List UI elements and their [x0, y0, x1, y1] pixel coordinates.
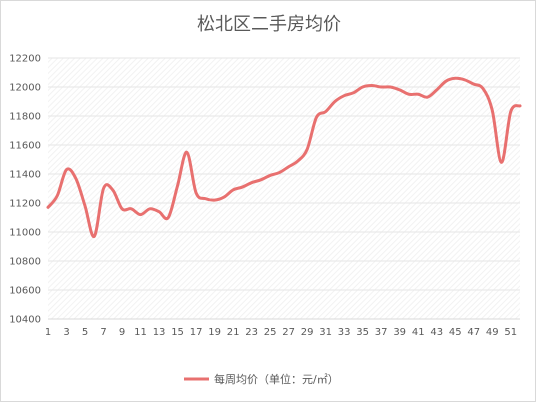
- data-point: [389, 86, 392, 89]
- x-tick-label: 1: [45, 327, 51, 338]
- data-point: [185, 151, 188, 154]
- data-point: [195, 191, 198, 194]
- data-point: [380, 86, 383, 89]
- x-tick-label: 11: [134, 327, 147, 338]
- x-tick-label: 43: [430, 327, 443, 338]
- data-point: [56, 194, 59, 197]
- x-tick-label: 3: [63, 327, 69, 338]
- x-tick-label: 23: [245, 327, 258, 338]
- x-tick-label: 49: [486, 327, 499, 338]
- data-point: [333, 100, 336, 103]
- x-tick-label: 39: [393, 327, 406, 338]
- data-point: [444, 80, 447, 83]
- data-point: [463, 78, 466, 81]
- x-tick-label: 41: [412, 327, 425, 338]
- data-point: [259, 178, 262, 181]
- x-tick-label: 29: [301, 327, 314, 338]
- data-point: [343, 94, 346, 97]
- data-point: [232, 188, 235, 191]
- y-tick-label: 10400: [9, 315, 41, 326]
- y-tick-label: 11200: [9, 199, 41, 210]
- x-tick-label: 17: [190, 327, 203, 338]
- data-point: [167, 216, 170, 219]
- x-tick-label: 33: [338, 327, 351, 338]
- x-tick-label: 7: [100, 327, 106, 338]
- data-point: [500, 161, 503, 164]
- data-point: [222, 196, 225, 199]
- data-point: [130, 207, 133, 210]
- data-point: [481, 87, 484, 90]
- x-tick-label: 27: [282, 327, 295, 338]
- data-point: [491, 109, 494, 112]
- x-tick-label: 5: [82, 327, 88, 338]
- x-tick-label: 31: [319, 327, 332, 338]
- data-point: [158, 210, 161, 213]
- legend: 每周均价（单位：元/㎡）: [184, 372, 339, 386]
- x-tick-label: 9: [119, 327, 125, 338]
- x-tick-label: 15: [171, 327, 184, 338]
- data-point: [509, 110, 512, 113]
- y-tick-label: 12000: [9, 83, 41, 94]
- y-tick-label: 11600: [9, 141, 41, 152]
- data-point: [47, 206, 50, 209]
- data-point: [296, 159, 299, 162]
- data-point: [315, 116, 318, 119]
- x-tick-label: 45: [449, 327, 462, 338]
- plot-area: [48, 58, 520, 319]
- data-point: [370, 84, 373, 87]
- data-point: [176, 184, 179, 187]
- data-point: [352, 91, 355, 94]
- data-point: [65, 168, 68, 171]
- x-tick-label: 21: [227, 327, 240, 338]
- data-point: [278, 171, 281, 174]
- data-point: [250, 181, 253, 184]
- data-point: [435, 88, 438, 91]
- data-point: [148, 207, 151, 210]
- data-point: [269, 174, 272, 177]
- data-point: [287, 165, 290, 168]
- data-point: [74, 177, 77, 180]
- data-point: [139, 213, 142, 216]
- data-point: [241, 186, 244, 189]
- y-tick-label: 12200: [9, 54, 41, 65]
- x-tick-label: 13: [153, 327, 166, 338]
- y-tick-label: 11000: [9, 228, 41, 239]
- x-tick-label: 25: [264, 327, 277, 338]
- y-tick-label: 11800: [9, 112, 41, 123]
- series-layer: [46, 76, 522, 238]
- axes: 10400 10600 10800 11000 11200 11400 11600 11800…: [9, 54, 520, 338]
- data-point: [361, 86, 364, 89]
- data-point: [454, 77, 457, 80]
- x-tick-label: 47: [467, 327, 480, 338]
- data-point: [121, 207, 124, 210]
- x-tick-label: 51: [504, 327, 517, 338]
- y-tick-label: 10800: [9, 257, 41, 268]
- chart-title: 松北区二手房均价: [197, 14, 341, 35]
- x-tick-label: 37: [375, 327, 388, 338]
- data-point: [398, 88, 401, 91]
- data-point: [407, 93, 410, 96]
- grid-lines: [48, 57, 520, 291]
- y-tick-label: 11400: [9, 170, 41, 181]
- data-point: [324, 110, 327, 113]
- data-point: [426, 96, 429, 99]
- data-point: [213, 199, 216, 202]
- x-tick-label: 35: [356, 327, 369, 338]
- data-point: [417, 93, 420, 96]
- data-point: [93, 235, 96, 238]
- data-point: [306, 148, 309, 151]
- data-point: [472, 83, 475, 86]
- data-point: [519, 104, 522, 107]
- data-point: [102, 187, 105, 190]
- data-point: [111, 188, 114, 191]
- data-point: [84, 204, 87, 207]
- legend-label: 每周均价（单位：元/㎡）: [214, 372, 339, 386]
- data-point: [204, 197, 207, 200]
- x-tick-label: 19: [208, 327, 221, 338]
- y-tick-label: 10600: [9, 286, 41, 297]
- series-line: [46, 76, 522, 238]
